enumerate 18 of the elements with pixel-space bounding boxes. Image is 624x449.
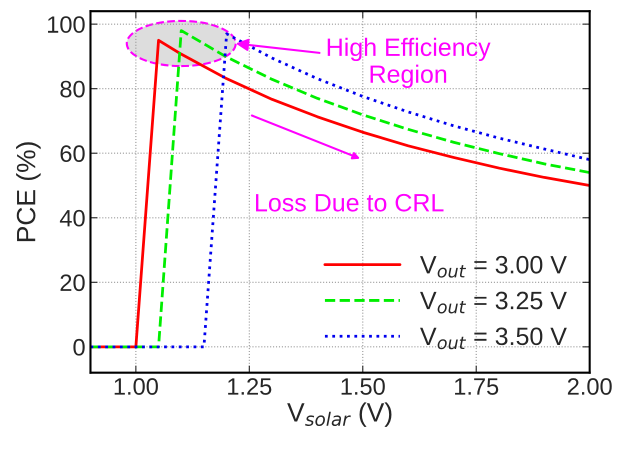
x-tick-label: 1.00 <box>114 378 158 395</box>
legend-label: V$_{out}$ = 3.25 V <box>420 292 567 314</box>
x-tick-label: 1.50 <box>342 378 385 395</box>
x-tick-label: 1.25 <box>228 378 272 395</box>
y-tick-label: 100 <box>48 16 85 33</box>
y-tick-label: 60 <box>60 145 85 162</box>
y-tick-label: 80 <box>60 80 85 98</box>
legend-label: V$_{out}$ = 3.50 V <box>420 327 567 350</box>
y-tick-label: 20 <box>60 274 85 292</box>
y-axis-title: PCE (%) <box>16 142 41 242</box>
annotation: Loss Due to CRL <box>256 194 444 212</box>
x-tick-label: 2.00 <box>568 378 612 395</box>
legend-label: V$_{out}$ = 3.00 V <box>420 256 567 278</box>
x-axis-title: V$_{solar}$ (V) <box>287 402 392 427</box>
annotation: High Efficiency Region <box>328 38 491 88</box>
y-tick-label: 40 <box>60 210 85 227</box>
y-tick-label: 0 <box>73 338 85 356</box>
x-tick-label: 1.75 <box>455 378 498 395</box>
